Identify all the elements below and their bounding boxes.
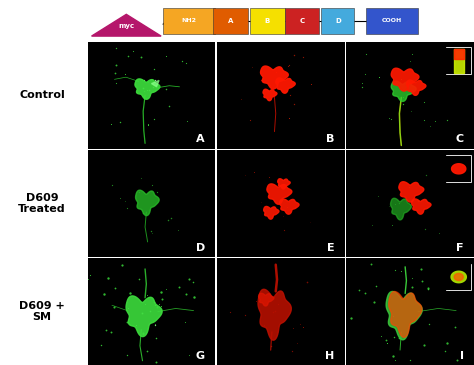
Polygon shape <box>135 79 160 99</box>
Text: myc: myc <box>118 23 135 29</box>
Text: I: I <box>460 351 464 361</box>
Polygon shape <box>452 164 466 174</box>
Polygon shape <box>267 184 292 204</box>
FancyBboxPatch shape <box>366 8 418 34</box>
Text: D609 +
SM: D609 + SM <box>19 301 65 322</box>
Polygon shape <box>407 80 426 95</box>
Bar <box>446 264 471 290</box>
Text: F: F <box>456 243 464 253</box>
Text: NH2: NH2 <box>182 19 197 23</box>
Polygon shape <box>391 68 419 91</box>
FancyBboxPatch shape <box>213 8 248 34</box>
Polygon shape <box>151 80 159 87</box>
FancyBboxPatch shape <box>250 8 285 34</box>
Bar <box>446 47 472 74</box>
Bar <box>446 156 471 182</box>
Text: A: A <box>196 134 205 145</box>
Polygon shape <box>276 78 295 93</box>
Polygon shape <box>258 289 292 340</box>
Polygon shape <box>136 190 159 216</box>
Polygon shape <box>454 273 463 280</box>
Text: D: D <box>196 243 205 253</box>
Polygon shape <box>451 271 466 283</box>
Text: C: C <box>300 18 305 24</box>
Polygon shape <box>91 14 161 36</box>
Polygon shape <box>391 198 411 220</box>
Text: B: B <box>326 134 334 145</box>
Text: G: G <box>196 351 205 361</box>
Bar <box>446 47 471 74</box>
Text: D: D <box>335 18 341 24</box>
Text: H: H <box>325 351 334 361</box>
Polygon shape <box>259 293 274 306</box>
Text: B: B <box>264 18 270 24</box>
Polygon shape <box>261 66 288 89</box>
FancyBboxPatch shape <box>163 8 215 34</box>
Bar <box>446 155 472 182</box>
Text: A: A <box>228 18 233 24</box>
Polygon shape <box>391 81 416 101</box>
Polygon shape <box>264 207 279 219</box>
Polygon shape <box>386 292 422 340</box>
Text: C: C <box>456 134 464 145</box>
Bar <box>446 264 472 290</box>
Polygon shape <box>278 179 290 189</box>
Polygon shape <box>126 296 162 337</box>
Text: E: E <box>327 243 334 253</box>
Polygon shape <box>399 182 424 202</box>
Polygon shape <box>454 49 464 73</box>
FancyBboxPatch shape <box>321 8 354 34</box>
Text: COOH: COOH <box>382 19 402 23</box>
Polygon shape <box>411 199 431 214</box>
Polygon shape <box>454 49 464 59</box>
Polygon shape <box>280 199 299 214</box>
Text: D609
Treated: D609 Treated <box>18 193 66 214</box>
FancyBboxPatch shape <box>285 8 319 34</box>
Text: Control: Control <box>19 90 65 100</box>
Polygon shape <box>263 89 277 101</box>
Polygon shape <box>389 292 422 337</box>
